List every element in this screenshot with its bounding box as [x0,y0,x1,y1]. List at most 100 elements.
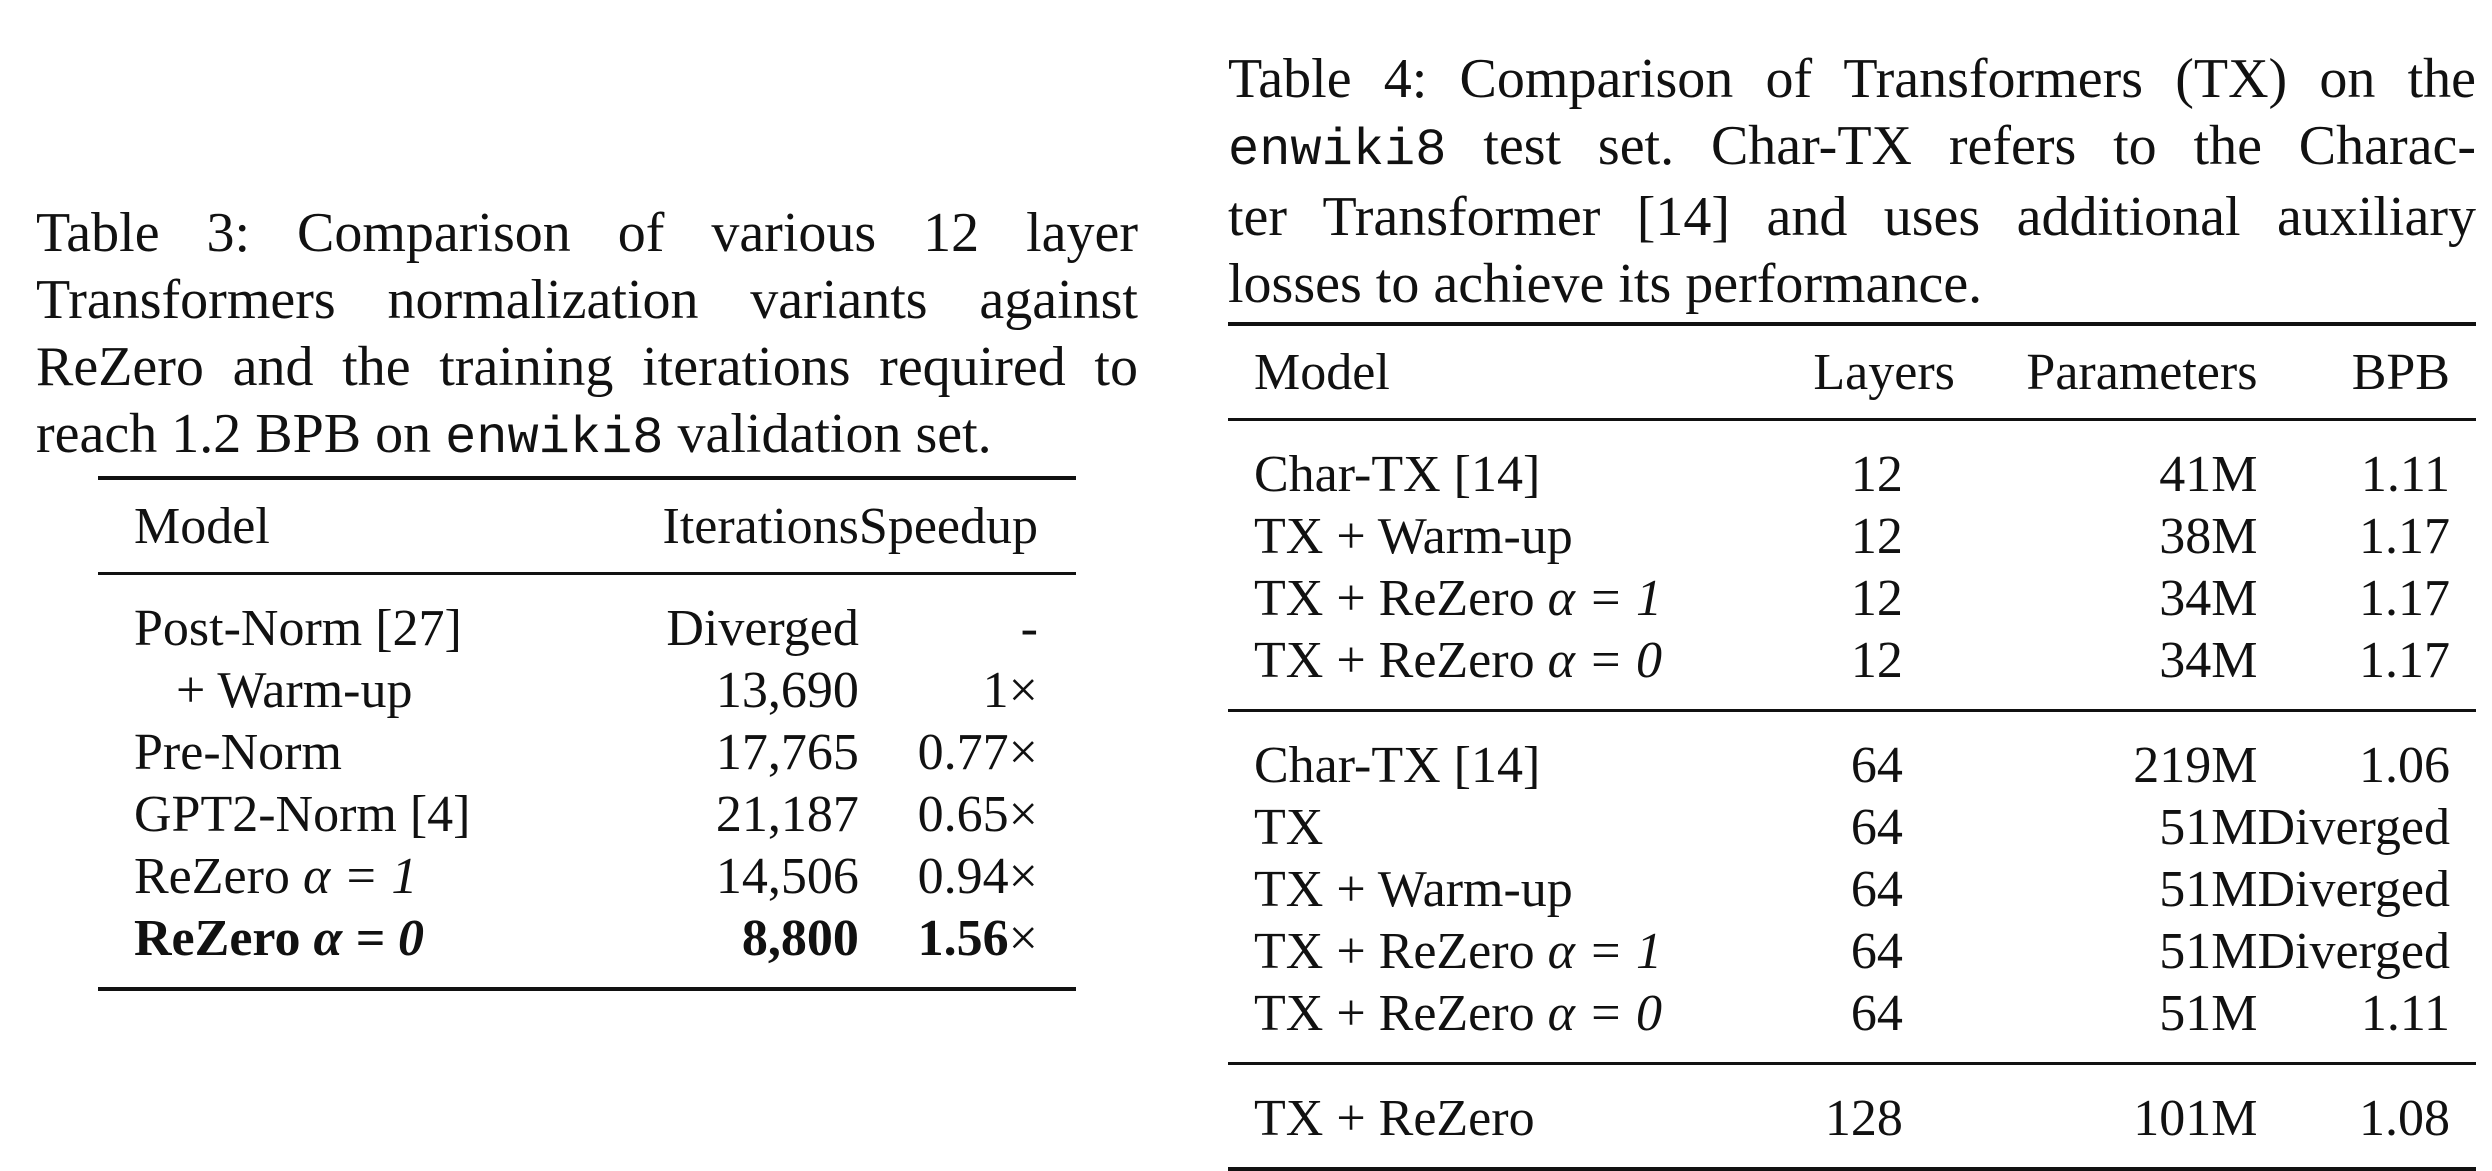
model-name: ReZero [134,847,303,905]
table4-caption-line-1: Table 4: Comparison of Transformers (TX)… [1228,48,2476,110]
cell-model: TX + ReZero [1228,1062,1757,1169]
cell-speedup: 1.56× [859,907,1076,989]
cell-parameters: 34M [2159,631,2258,689]
cell-bpb: 1.11 [2360,984,2450,1042]
table-row: TX + ReZero 128 101M 1.08 [1228,1062,2476,1169]
table4: Model Layers Parameters BPB Char-TX [14]… [1228,322,2476,1171]
speedup-suffix: × [1008,909,1038,967]
cell-bpb: 1.08 [2257,1062,2476,1169]
column-header-bpb: BPB [2257,324,2476,421]
cell-bpb: 1.06 [2257,709,2476,796]
cell-bpb: 1.17 [2359,569,2450,627]
cell-model: TX [1254,798,1324,856]
table-row: TX + ReZero α = 1 12 34M 1.17 [1228,567,2476,629]
alpha-expression: α = 1 [1547,922,1662,980]
cell-parameters: 101M [1954,1062,2258,1169]
cell-layers: 64 [1756,709,1955,796]
cell-bpb: 1.17 [2359,507,2450,565]
table-row: Post-Norm [27] Diverged - [98,574,1076,660]
dataset-name: enwiki8 [445,409,664,468]
cell-parameters: 51M [2159,798,2258,856]
cell-layers: 12 [1850,631,1903,689]
cell-bpb: Diverged [2257,798,2450,856]
table-row: TX + ReZero α = 0 64 51M 1.11 [1228,982,2476,1064]
column-header-model: Model [1228,324,1757,421]
cell-model: TX + ReZero α = 1 [1228,920,1756,982]
cell-speedup: 0.65× [917,785,1038,843]
table-header-row: Model Layers Parameters BPB [1228,324,2476,421]
cell-layers: 64 [1850,984,1903,1042]
table-row-best: ReZero α = 0 8,800 1.56× [98,907,1076,989]
cell-iterations: 8,800 [741,909,859,967]
table3: Model Iterations Speedup Post-Norm [27] … [98,476,1076,991]
cell-parameters: 41M [2159,445,2258,503]
cell-speedup: 0.94× [917,847,1038,905]
table-row: + Warm-up 13,690 1× [98,659,1076,721]
model-name: TX + ReZero [1254,631,1548,689]
cell-parameters: 34M [2159,569,2258,627]
cell-parameters: 38M [2159,507,2258,565]
alpha-expression: α = 1 [302,847,418,905]
column-header-model: Model [98,478,535,575]
cell-model: TX + ReZero α = 1 [1228,567,1756,629]
table3-caption-line-2: Transformers normalization variants agai… [36,269,1138,331]
cell-model: Post-Norm [27] [134,599,462,657]
table3-caption-line-4: reach 1.2 BPB on enwiki8 validation set. [36,401,1138,472]
cell-layers: 64 [1850,860,1903,918]
cell-bpb: 1.11 [2360,445,2450,503]
table-row: TX 64 51M Diverged [1228,796,2476,858]
cell-iterations: 13,690 [715,661,859,719]
table-row: Char-TX [14] 12 41M 1.11 [1228,420,2476,506]
cell-layers: 12 [1850,569,1903,627]
column-header-layers: Layers [1756,324,1955,421]
table4-caption-text: test set. Char-TX refers to the Charac- [1446,115,2476,177]
cell-iterations: Diverged [666,599,859,657]
cell-parameters: 51M [2159,922,2258,980]
cell-model: ReZero α = 0 [98,907,534,989]
column-header-parameters: Parameters [1954,324,2258,421]
cell-layers: 12 [1850,507,1903,565]
cell-speedup: 0.77× [917,723,1038,781]
table-row: TX + Warm-up 64 51M Diverged [1228,858,2476,920]
cell-bpb: 1.17 [2359,631,2450,689]
alpha-expression: α = 1 [1547,569,1662,627]
table3-caption: Table 3: Comparison of various 12 layer … [36,200,1138,472]
table3-caption-line-3: ReZero and the training iterations requi… [36,336,1138,398]
cell-speedup: - [1020,599,1038,657]
cell-layers: 64 [1850,922,1903,980]
speedup-value: 1.56 [917,909,1009,967]
column-header-iterations: Iterations [534,478,859,575]
cell-parameters: 51M [2159,860,2258,918]
table-row: ReZero α = 1 14,506 0.94× [98,845,1076,907]
cell-layers: 64 [1850,798,1903,856]
model-name: ReZero [134,909,314,967]
cell-layers: 12 [1850,445,1903,503]
table-row: Pre-Norm 17,765 0.77× [98,721,1076,783]
table4-caption: Table 4: Comparison of Transformers (TX)… [1228,46,2476,318]
table3-caption-line-1: Table 3: Comparison of various 12 layer [36,202,1138,264]
cell-model: TX + Warm-up [1254,860,1573,918]
table3-caption-text: reach 1.2 BPB on [36,403,446,465]
model-name: TX + ReZero [1254,922,1548,980]
table-row: GPT2-Norm [4] 21,187 0.65× [98,783,1076,845]
table-row: TX + Warm-up 12 38M 1.17 [1228,505,2476,567]
cell-bpb: Diverged [2257,922,2450,980]
cell-model: Char-TX [14] [1254,445,1541,503]
cell-model: ReZero α = 1 [98,845,534,907]
alpha-expression: α = 0 [313,909,424,967]
table4-caption-line-2: enwiki8 test set. Char-TX refers to the … [1228,113,2476,184]
cell-layers: 128 [1756,1062,1955,1169]
cell-model: GPT2-Norm [4] [134,785,471,843]
cell-model: TX + Warm-up [1254,507,1573,565]
model-name: TX + ReZero [1254,984,1548,1042]
table-row: TX + ReZero α = 0 12 34M 1.17 [1228,629,2476,711]
cell-model: TX + ReZero α = 0 [1228,629,1756,711]
table4-caption-line-4: losses to achieve its performance. [1228,253,1983,315]
cell-parameters: 219M [1954,709,2258,796]
cell-iterations: 14,506 [715,847,859,905]
table3-caption-text: validation set. [663,403,992,465]
model-name: TX + ReZero [1254,569,1548,627]
cell-model: Char-TX [14] [1228,709,1757,796]
cell-bpb: Diverged [2257,860,2450,918]
alpha-expression: α = 0 [1547,984,1662,1042]
